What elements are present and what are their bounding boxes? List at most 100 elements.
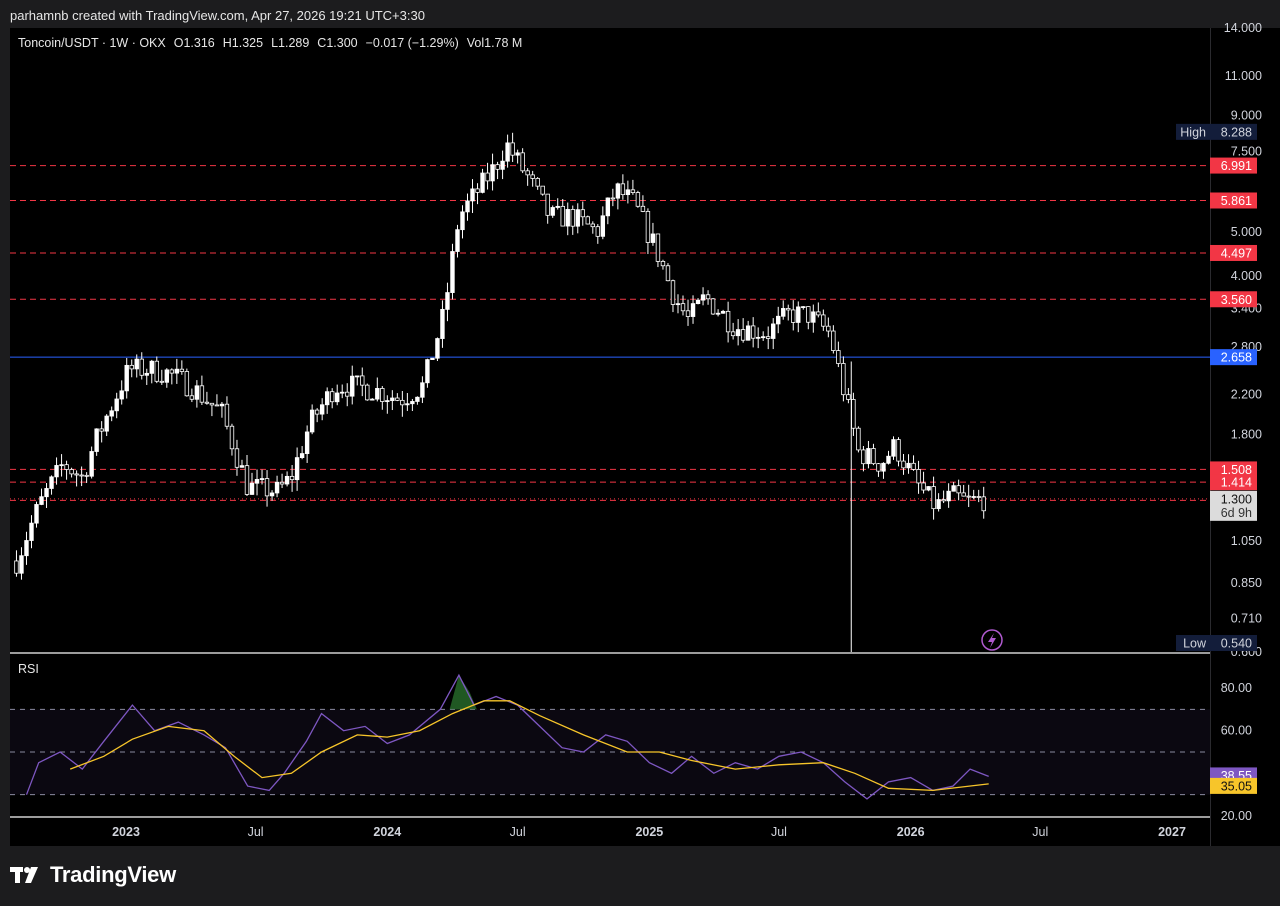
candle[interactable] (730, 331, 736, 337)
candle[interactable] (209, 402, 215, 406)
rsi-ma-line[interactable] (69, 700, 989, 792)
candle[interactable] (595, 226, 601, 237)
candle[interactable] (39, 496, 44, 505)
lightning-alert-icon[interactable] (981, 629, 1003, 651)
candle[interactable] (254, 479, 260, 484)
candle[interactable] (345, 391, 350, 397)
candle[interactable] (665, 265, 671, 282)
candle[interactable] (941, 499, 946, 502)
candle[interactable] (44, 488, 49, 498)
candle[interactable] (84, 474, 89, 477)
candle[interactable] (760, 336, 766, 339)
candle[interactable] (735, 329, 741, 337)
candle[interactable] (565, 209, 570, 227)
candle[interactable] (24, 540, 29, 557)
candle[interactable] (450, 251, 455, 293)
candle[interactable] (811, 311, 816, 323)
candle[interactable] (279, 481, 285, 485)
candle[interactable] (695, 299, 701, 305)
candle[interactable] (259, 478, 265, 480)
candle[interactable] (675, 303, 681, 306)
candle[interactable] (946, 490, 951, 502)
candle[interactable] (264, 478, 270, 497)
resistance-level-badge[interactable] (1210, 157, 1257, 174)
candle[interactable] (134, 358, 139, 370)
candle[interactable] (119, 390, 124, 400)
candle[interactable] (375, 388, 380, 400)
candle[interactable] (34, 504, 39, 524)
candle[interactable] (179, 368, 185, 372)
candle[interactable] (876, 463, 881, 472)
candle[interactable] (720, 310, 726, 314)
candle[interactable] (154, 360, 159, 382)
candle[interactable] (214, 404, 220, 407)
candle[interactable] (630, 189, 636, 193)
candle[interactable] (169, 369, 175, 374)
candle[interactable] (861, 449, 866, 465)
candle[interactable] (821, 314, 826, 327)
candle[interactable] (635, 192, 641, 207)
candle[interactable] (199, 385, 205, 403)
last-price-badge[interactable] (1210, 490, 1257, 521)
candle[interactable] (460, 211, 465, 231)
candle[interactable] (64, 464, 69, 470)
candle[interactable] (189, 395, 195, 400)
candle[interactable] (309, 409, 315, 433)
candle[interactable] (645, 211, 651, 243)
candle[interactable] (705, 294, 711, 300)
candle[interactable] (224, 403, 230, 427)
tradingview-footer[interactable]: TradingView (10, 862, 176, 888)
candle[interactable] (896, 439, 901, 462)
candle[interactable] (570, 209, 575, 227)
candle[interactable] (961, 492, 966, 497)
candle[interactable] (816, 311, 821, 316)
candle[interactable] (244, 465, 250, 495)
candle[interactable] (891, 439, 896, 457)
candle[interactable] (725, 310, 731, 333)
candle[interactable] (901, 460, 906, 469)
support-level-badge[interactable] (1210, 349, 1257, 366)
candle[interactable] (786, 308, 791, 311)
candle[interactable] (319, 404, 325, 415)
candle[interactable] (670, 280, 676, 305)
candle[interactable] (174, 368, 180, 374)
candle[interactable] (465, 200, 470, 213)
candle[interactable] (495, 164, 500, 170)
candle[interactable] (144, 372, 149, 376)
candle[interactable] (931, 486, 936, 510)
candle[interactable] (340, 391, 345, 394)
candle[interactable] (400, 399, 405, 406)
candle[interactable] (204, 401, 210, 404)
candle[interactable] (600, 215, 606, 237)
candle[interactable] (370, 398, 375, 401)
candle[interactable] (650, 233, 656, 243)
candle[interactable] (440, 308, 445, 339)
candle[interactable] (410, 401, 415, 405)
candle[interactable] (781, 308, 786, 317)
resistance-level-badge[interactable] (1210, 291, 1257, 308)
candle[interactable] (79, 474, 84, 477)
candle[interactable] (580, 209, 585, 218)
candle[interactable] (555, 205, 560, 208)
candle[interactable] (590, 223, 595, 228)
candle[interactable] (520, 152, 525, 172)
candle[interactable] (304, 431, 310, 454)
candle[interactable] (926, 486, 931, 491)
candle[interactable] (791, 309, 796, 323)
candle[interactable] (184, 371, 190, 397)
candle[interactable] (680, 303, 686, 312)
candle[interactable] (335, 392, 340, 403)
candle[interactable] (289, 475, 295, 481)
candle[interactable] (29, 522, 34, 541)
candle[interactable] (114, 398, 119, 412)
candle[interactable] (560, 205, 565, 227)
candle[interactable] (871, 448, 876, 465)
candle[interactable] (234, 448, 240, 468)
candle[interactable] (921, 482, 926, 491)
candle[interactable] (124, 364, 129, 392)
candle[interactable] (324, 391, 330, 406)
candle[interactable] (299, 453, 305, 458)
candle[interactable] (94, 428, 99, 452)
candle[interactable] (505, 142, 510, 162)
